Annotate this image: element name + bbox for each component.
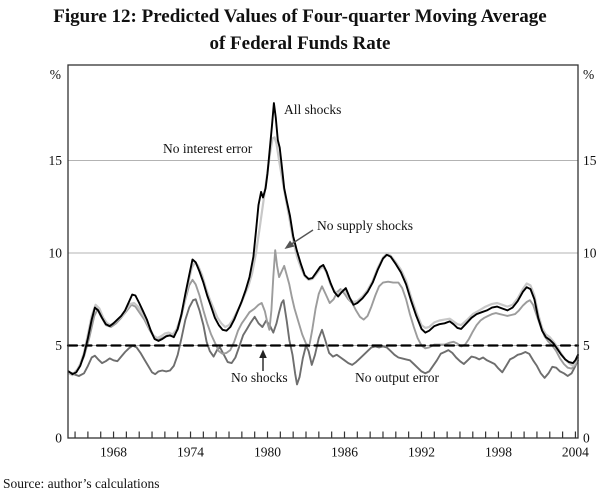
- series-layer: [66, 102, 580, 386]
- y-tick-label-right-5: 5: [583, 338, 590, 353]
- x-tick-label-1986: 1986: [331, 445, 358, 460]
- x-tick-label-1980: 1980: [254, 445, 281, 460]
- source-note: Source: author’s calculations: [3, 476, 160, 491]
- x-tick-label-1992: 1992: [408, 445, 435, 460]
- y-tick-label-left-5: 5: [55, 338, 62, 353]
- figure-title-line1: Figure 12: Predicted Values of Four-quar…: [53, 6, 547, 27]
- series-line-no-interest-error: [67, 136, 580, 377]
- x-tick-label-1974: 1974: [177, 445, 204, 460]
- y-tick-label-right-10: 10: [583, 246, 597, 261]
- x-tick-label-2004: 2004: [562, 445, 589, 460]
- figure-title-line2: of Federal Funds Rate: [209, 33, 391, 54]
- no-shocks-arrow: [259, 349, 267, 371]
- x-tick-label-1998: 1998: [485, 445, 512, 460]
- annotation-no-supply-shocks: No supply shocks: [317, 218, 414, 233]
- y-axis-unit-left: %: [50, 67, 61, 82]
- y-axis-unit-right: %: [583, 67, 594, 82]
- series-line-all-shocks: [67, 102, 579, 376]
- annotation-no-interest-error: No interest error: [163, 141, 253, 156]
- y-tick-label-left-10: 10: [49, 246, 63, 261]
- annotation-no-output-error: No output error: [355, 370, 439, 385]
- annotation-all-shocks: All shocks: [284, 102, 342, 117]
- axis-ticks-layer: [74, 431, 577, 438]
- x-tick-label-1968: 1968: [100, 445, 127, 460]
- y-tick-label-left-0: 0: [55, 431, 62, 446]
- supply-shocks-arrow: [284, 229, 314, 249]
- figure-title: Figure 12: Predicted Values of Four-quar…: [0, 3, 600, 57]
- plot-frame: [67, 64, 579, 439]
- y-tick-label-left-15: 15: [49, 153, 63, 168]
- y-tick-label-right-15: 15: [583, 153, 597, 168]
- series-line-no-output-error: [67, 298, 579, 386]
- y-tick-label-right-0: 0: [583, 431, 590, 446]
- annotation-no-shocks: No shocks: [231, 370, 288, 385]
